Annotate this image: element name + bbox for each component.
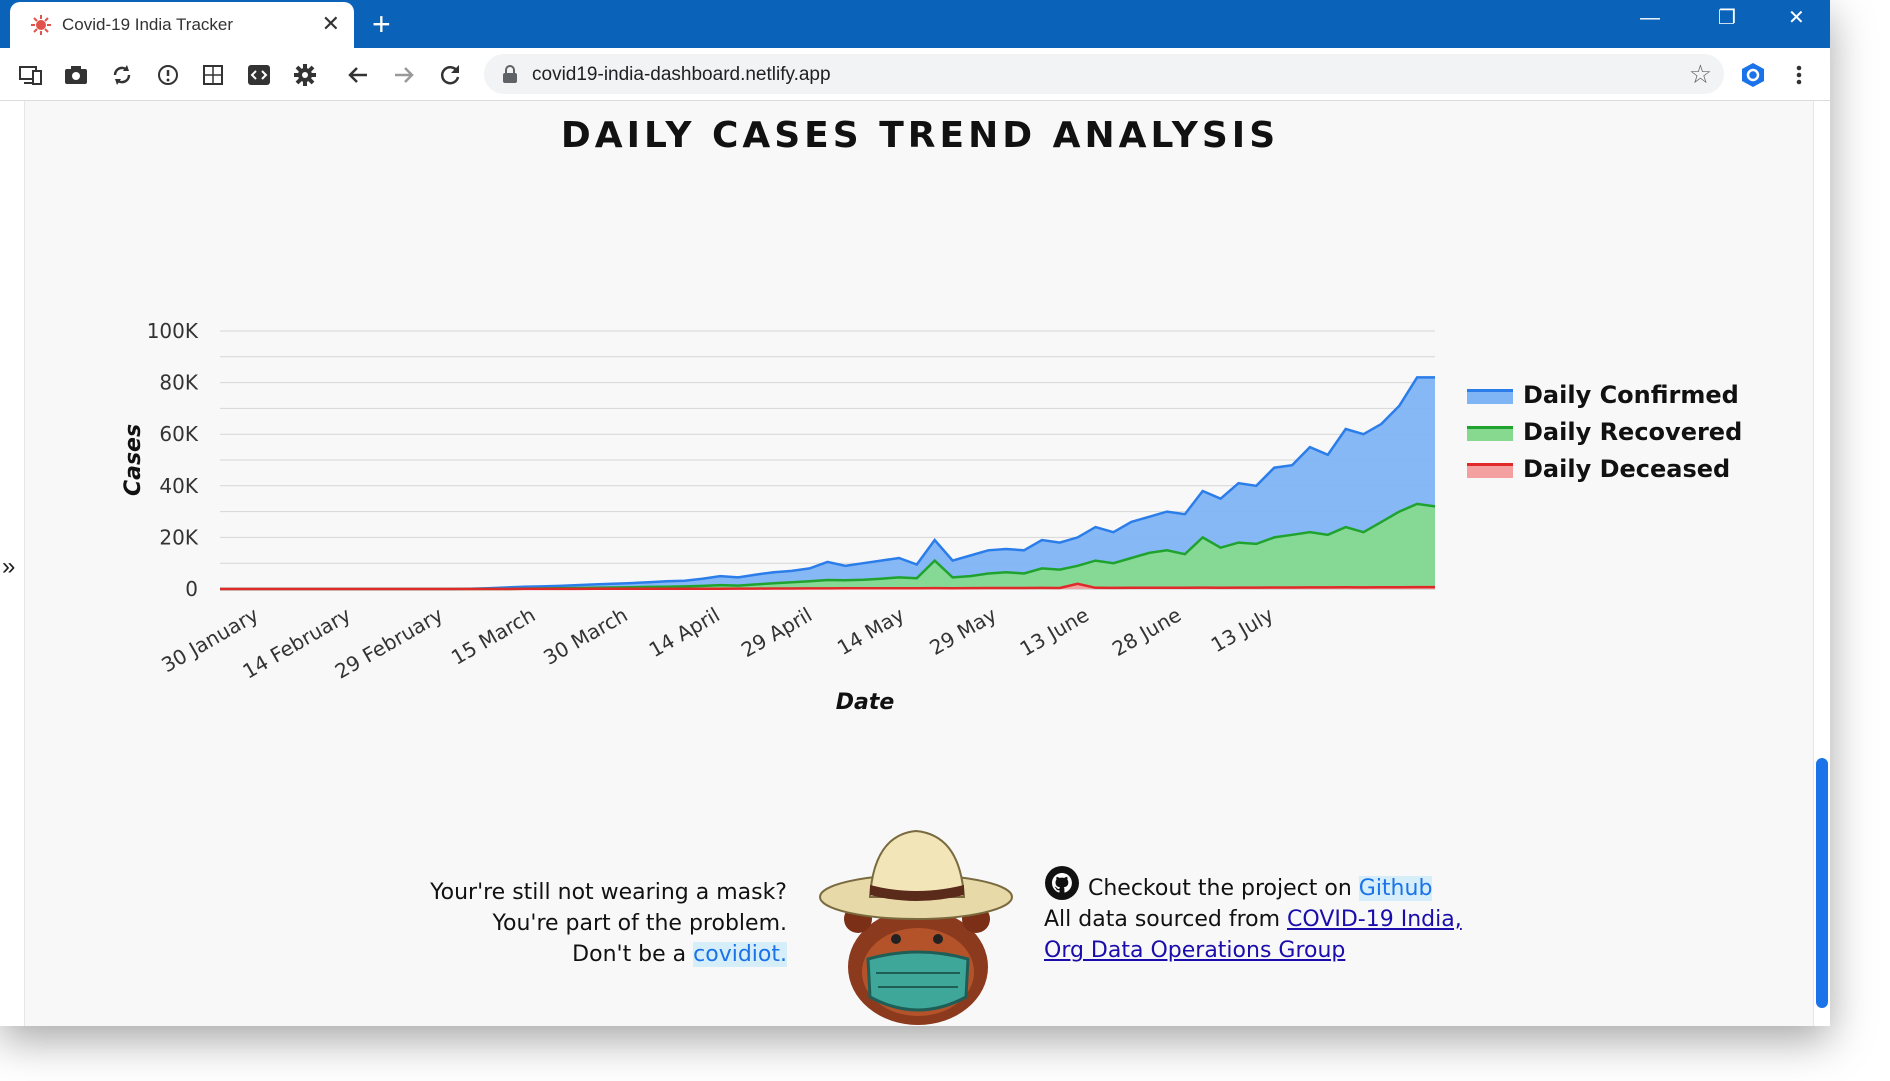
x-tick-label: 13 July bbox=[1207, 602, 1278, 657]
legend-item-confirmed[interactable]: Daily Confirmed bbox=[1467, 381, 1767, 413]
github-icon[interactable] bbox=[1044, 865, 1080, 901]
y-tick-label: 20K bbox=[159, 525, 198, 549]
x-tick-label: 28 June bbox=[1108, 603, 1185, 661]
y-tick-label: 40K bbox=[159, 474, 198, 498]
browser-toolbar: covid19-india-dashboard.netlify.app ☆ bbox=[0, 48, 1830, 101]
legend-label-deceased: Daily Deceased bbox=[1523, 455, 1731, 483]
series-line-2 bbox=[220, 582, 1435, 591]
legend-label-recovered: Daily Recovered bbox=[1523, 418, 1743, 446]
series-area-0 bbox=[220, 377, 1435, 589]
minimize-button[interactable]: — bbox=[1640, 7, 1660, 29]
new-tab-button[interactable]: + bbox=[372, 6, 391, 42]
scrollbar-track[interactable] bbox=[1813, 101, 1830, 1026]
reload-icon[interactable] bbox=[437, 62, 463, 88]
url-text[interactable]: covid19-india-dashboard.netlify.app bbox=[532, 64, 831, 85]
source-link-line2[interactable]: Org Data Operations Group bbox=[1044, 938, 1346, 963]
back-icon[interactable] bbox=[345, 62, 371, 88]
menu-icon[interactable] bbox=[1786, 62, 1812, 88]
address-bar[interactable]: covid19-india-dashboard.netlify.app ☆ bbox=[484, 54, 1724, 94]
extension-icon[interactable] bbox=[1740, 62, 1766, 88]
sync-icon[interactable] bbox=[109, 62, 135, 88]
legend-item-recovered[interactable]: Daily Recovered bbox=[1467, 418, 1767, 450]
browser-window: Covid-19 India Tracker ✕ + — ❐ ✕ bbox=[0, 0, 1830, 1026]
daily-cases-chart: 0 20K 40K 60K 80K 100K 30 January 14 February 29… bbox=[120, 261, 1740, 891]
side-panel-gutter: » bbox=[0, 101, 25, 1026]
mask-line-1: Your're still not wearing a mask? bbox=[430, 880, 787, 905]
covidiot-link[interactable]: covidiot. bbox=[693, 942, 787, 967]
source-link-line1[interactable]: COVID-19 India, bbox=[1287, 907, 1462, 932]
github-prefix: Checkout the project on bbox=[1088, 876, 1359, 901]
tab-close-icon[interactable]: ✕ bbox=[321, 11, 340, 36]
bookmark-star-icon[interactable]: ☆ bbox=[1688, 59, 1712, 89]
lock-icon bbox=[503, 65, 517, 83]
x-tick-label: 29 May bbox=[925, 602, 1000, 659]
y-axis-label: Cases bbox=[121, 424, 146, 496]
x-tick-label: 14 April bbox=[645, 603, 724, 663]
forward-icon[interactable] bbox=[391, 62, 417, 88]
expand-sidebar-icon[interactable]: » bbox=[2, 553, 16, 580]
x-tick-label: 13 June bbox=[1016, 603, 1093, 661]
source-line: All data sourced from COVID-19 India, bbox=[1044, 904, 1462, 935]
legend-swatch-recovered bbox=[1467, 426, 1513, 441]
legend-swatch-deceased bbox=[1467, 463, 1513, 478]
virus-icon bbox=[31, 15, 51, 35]
browser-tab[interactable]: Covid-19 India Tracker ✕ bbox=[10, 2, 354, 48]
settings-icon[interactable] bbox=[292, 62, 318, 88]
title-bar: Covid-19 India Tracker ✕ + — ❐ ✕ bbox=[0, 0, 1830, 48]
scrollbar-thumb[interactable] bbox=[1816, 758, 1828, 1008]
restore-button[interactable]: ❐ bbox=[1718, 7, 1736, 29]
mask-line-3: Don't be a covidiot. bbox=[300, 939, 787, 970]
y-tick-label: 60K bbox=[159, 422, 198, 446]
mask-line-3-prefix: Don't be a bbox=[572, 942, 694, 967]
github-link[interactable]: Github bbox=[1358, 876, 1433, 901]
mask-line-2: You're part of the problem. bbox=[492, 911, 788, 936]
x-tick-label: 30 March bbox=[539, 603, 631, 670]
y-tick-label: 100K bbox=[147, 319, 199, 343]
page-content: » DAILY CASES TREND ANALYSIS 0 20K 40K 60K 8… bbox=[0, 101, 1830, 1026]
code-icon[interactable] bbox=[246, 62, 272, 88]
project-links: Checkout the project on Github All data … bbox=[1044, 865, 1462, 966]
x-tick-label: 29 April bbox=[737, 603, 816, 663]
close-window-button[interactable]: ✕ bbox=[1788, 7, 1805, 29]
info-icon[interactable] bbox=[155, 62, 181, 88]
source-line-2: Org Data Operations Group bbox=[1044, 935, 1462, 966]
source-prefix: All data sourced from bbox=[1044, 907, 1288, 932]
mask-message: Your're still not wearing a mask? You're… bbox=[300, 877, 787, 970]
x-tick-label: 14 May bbox=[833, 602, 908, 659]
x-axis-label: Date bbox=[836, 690, 895, 715]
legend-label-confirmed: Daily Confirmed bbox=[1523, 381, 1739, 409]
y-tick-label: 0 bbox=[185, 577, 198, 601]
legend-item-deceased[interactable]: Daily Deceased bbox=[1467, 455, 1767, 487]
x-tick-label: 15 March bbox=[447, 603, 539, 670]
legend-swatch-confirmed bbox=[1467, 389, 1513, 404]
grid-icon[interactable] bbox=[200, 62, 226, 88]
tab-title: Covid-19 India Tracker bbox=[62, 15, 234, 34]
y-tick-label: 80K bbox=[159, 371, 198, 395]
device-toggle-icon[interactable] bbox=[18, 62, 44, 88]
camera-icon[interactable] bbox=[63, 62, 89, 88]
series-area-1 bbox=[220, 503, 1435, 589]
bear-mascot-image bbox=[819, 829, 1013, 1025]
github-line: Checkout the project on Github bbox=[1044, 865, 1462, 904]
page-title: DAILY CASES TREND ANALYSIS bbox=[560, 115, 1280, 156]
